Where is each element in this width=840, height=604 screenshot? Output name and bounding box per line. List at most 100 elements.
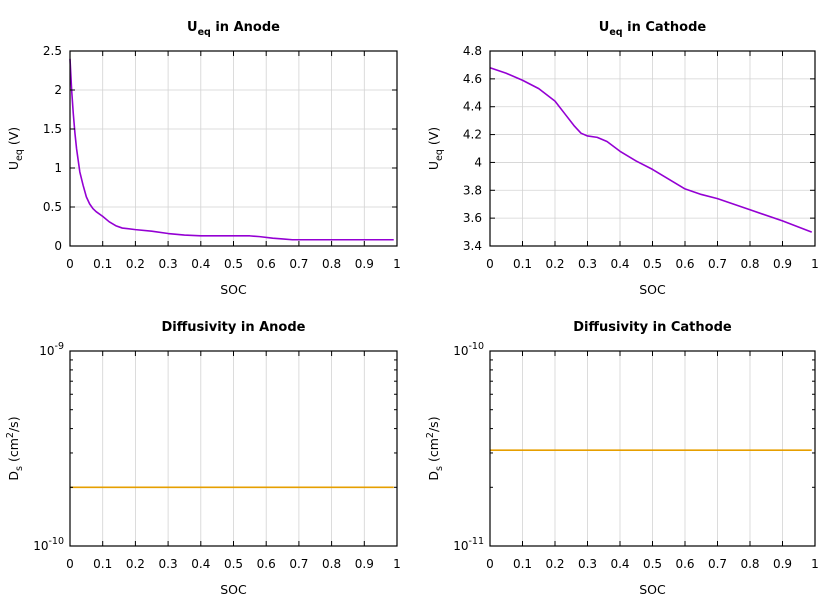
chart-panel-1: 0 0.1 0.2 0.3 0.4 0.5 0.6 0.7 0.8 0.9 1 0 0.5 1 1.5 2 2.… [6,20,401,297]
y-tick-label: 4.4 [463,100,482,114]
y-tick-exponent: -9 [55,341,64,352]
y-tick-label: 10-9 [39,341,64,358]
y-tick-label: 4.8 [463,44,482,58]
y-tick-label: 2.5 [43,44,62,58]
x-tick-label: 1 [811,557,819,571]
y-tick-label: 4.2 [463,128,482,142]
chart-panel-2: 0 0.1 0.2 0.3 0.4 0.5 0.6 0.7 0.8 0.9 1 3.4 3.6 3.8 4 4… [426,20,819,297]
y-tick-label: 10-10 [453,341,484,358]
chart-panel-3: 0 0.1 0.2 0.3 0.4 0.5 0.6 0.7 0.8 0.9 110-1010-9Di… [5,320,401,597]
x-axis-label: SOC [220,282,247,297]
x-tick-label: 0.4 [610,257,629,271]
x-tick-label: 0.1 [93,557,112,571]
y-tick-label: 4.6 [463,72,482,86]
x-tick-label: 0 [66,257,74,271]
y-tick-base: 10 [39,344,54,358]
x-tick-label: 0.6 [675,557,694,571]
x-tick-label: 0.1 [93,257,112,271]
x-tick-label: 0.4 [610,557,629,571]
x-tick-label: 1 [811,257,819,271]
y-label-superscript: 2 [425,432,436,438]
x-tick-label: 0.5 [643,257,662,271]
chart-title-subscript: eq [609,27,622,38]
x-axis-label: SOC [639,582,666,597]
x-tick-label: 0.3 [159,257,178,271]
x-tick-label: 0.1 [513,557,532,571]
x-tick-label: 0.7 [708,257,727,271]
y-tick-exponent: -10 [468,341,484,352]
chart-title-main: Diffusivity in Anode [162,320,306,335]
y-label-main: U [6,161,21,170]
y-tick-label: 4 [474,155,482,169]
y-tick-base: 10 [453,539,468,553]
grid-lines [102,351,365,546]
x-tick-label: 0.8 [322,557,341,571]
x-tick-label: 0 [486,557,494,571]
grid-lines [70,51,397,246]
chart-title: Diffusivity in Cathode [573,320,732,335]
x-tick-label: 0.6 [675,257,694,271]
x-tick-label: 0.5 [224,557,243,571]
x-tick-label: 0.8 [740,557,759,571]
x-tick-label: 0.7 [289,257,308,271]
y-label-subscript: s [434,466,445,471]
x-tick-label: 0.4 [191,257,210,271]
chart-title-rest: in Anode [211,20,280,35]
y-tick-label: 10-11 [453,536,484,553]
y-tick-label: 1 [54,161,62,175]
x-tick-label: 0.2 [126,257,145,271]
x-tick-label: 0.9 [355,257,374,271]
x-tick-label: 0.8 [322,257,341,271]
chart-title-main: U [187,20,198,35]
y-label-main: D [6,471,21,481]
y-tick-base: 10 [453,344,468,358]
y-tick-label: 3.8 [463,183,482,197]
y-axis-label: Ds (cm2/s) [5,416,25,480]
y-tick-base: 10 [33,539,48,553]
x-tick-label: 0 [66,557,74,571]
x-tick-label: 0.9 [355,557,374,571]
x-tick-label: 0.2 [545,557,564,571]
y-label-rest: (V) [6,127,21,149]
y-tick-label: 2 [54,83,62,97]
y-label-subscript: eq [14,149,25,161]
x-tick-label: 0.4 [191,557,210,571]
x-tick-label: 0.5 [224,257,243,271]
x-tick-label: 0.9 [773,257,792,271]
y-axis-label: Ueq (V) [6,127,25,170]
x-tick-label: 0.6 [257,557,276,571]
y-tick-exponent: -10 [48,536,64,547]
x-axis-label: SOC [220,582,247,597]
chart-title: Ueq in Cathode [599,20,707,38]
y-tick-label: 3.4 [463,239,482,253]
y-label-rest: (cm [6,438,21,466]
series-line [489,66,813,233]
x-tick-label: 0 [486,257,494,271]
y-label-main: U [426,161,441,170]
x-tick-label: 0.5 [643,557,662,571]
y-axis-label: Ueq (V) [426,127,445,170]
y-axis-label: Ds (cm2/s) [425,416,445,480]
y-label-subscript: s [14,466,25,471]
y-tick-label: 0.5 [43,200,62,214]
y-label-main: D [426,471,441,481]
x-tick-label: 0.9 [773,557,792,571]
x-tick-label: 0.2 [545,257,564,271]
y-label-subscript: eq [434,149,445,161]
x-tick-label: 0.1 [513,257,532,271]
x-tick-label: 0.2 [126,557,145,571]
x-tick-label: 0.7 [708,557,727,571]
y-label-rest: (cm [426,438,441,466]
y-label-end: /s) [426,416,441,432]
chart-title-rest: in Cathode [623,20,707,35]
chart-panel-4: 0 0.1 0.2 0.3 0.4 0.5 0.6 0.7 0.8 0.9 110-1110-10D… [425,320,819,597]
y-tick-label: 10-10 [33,536,64,553]
chart-title: Ueq in Anode [187,20,280,38]
x-tick-label: 0.8 [740,257,759,271]
chart-title-main: U [599,20,610,35]
series-line [69,58,394,241]
grid-lines [490,51,815,246]
chart-title: Diffusivity in Anode [162,320,306,335]
